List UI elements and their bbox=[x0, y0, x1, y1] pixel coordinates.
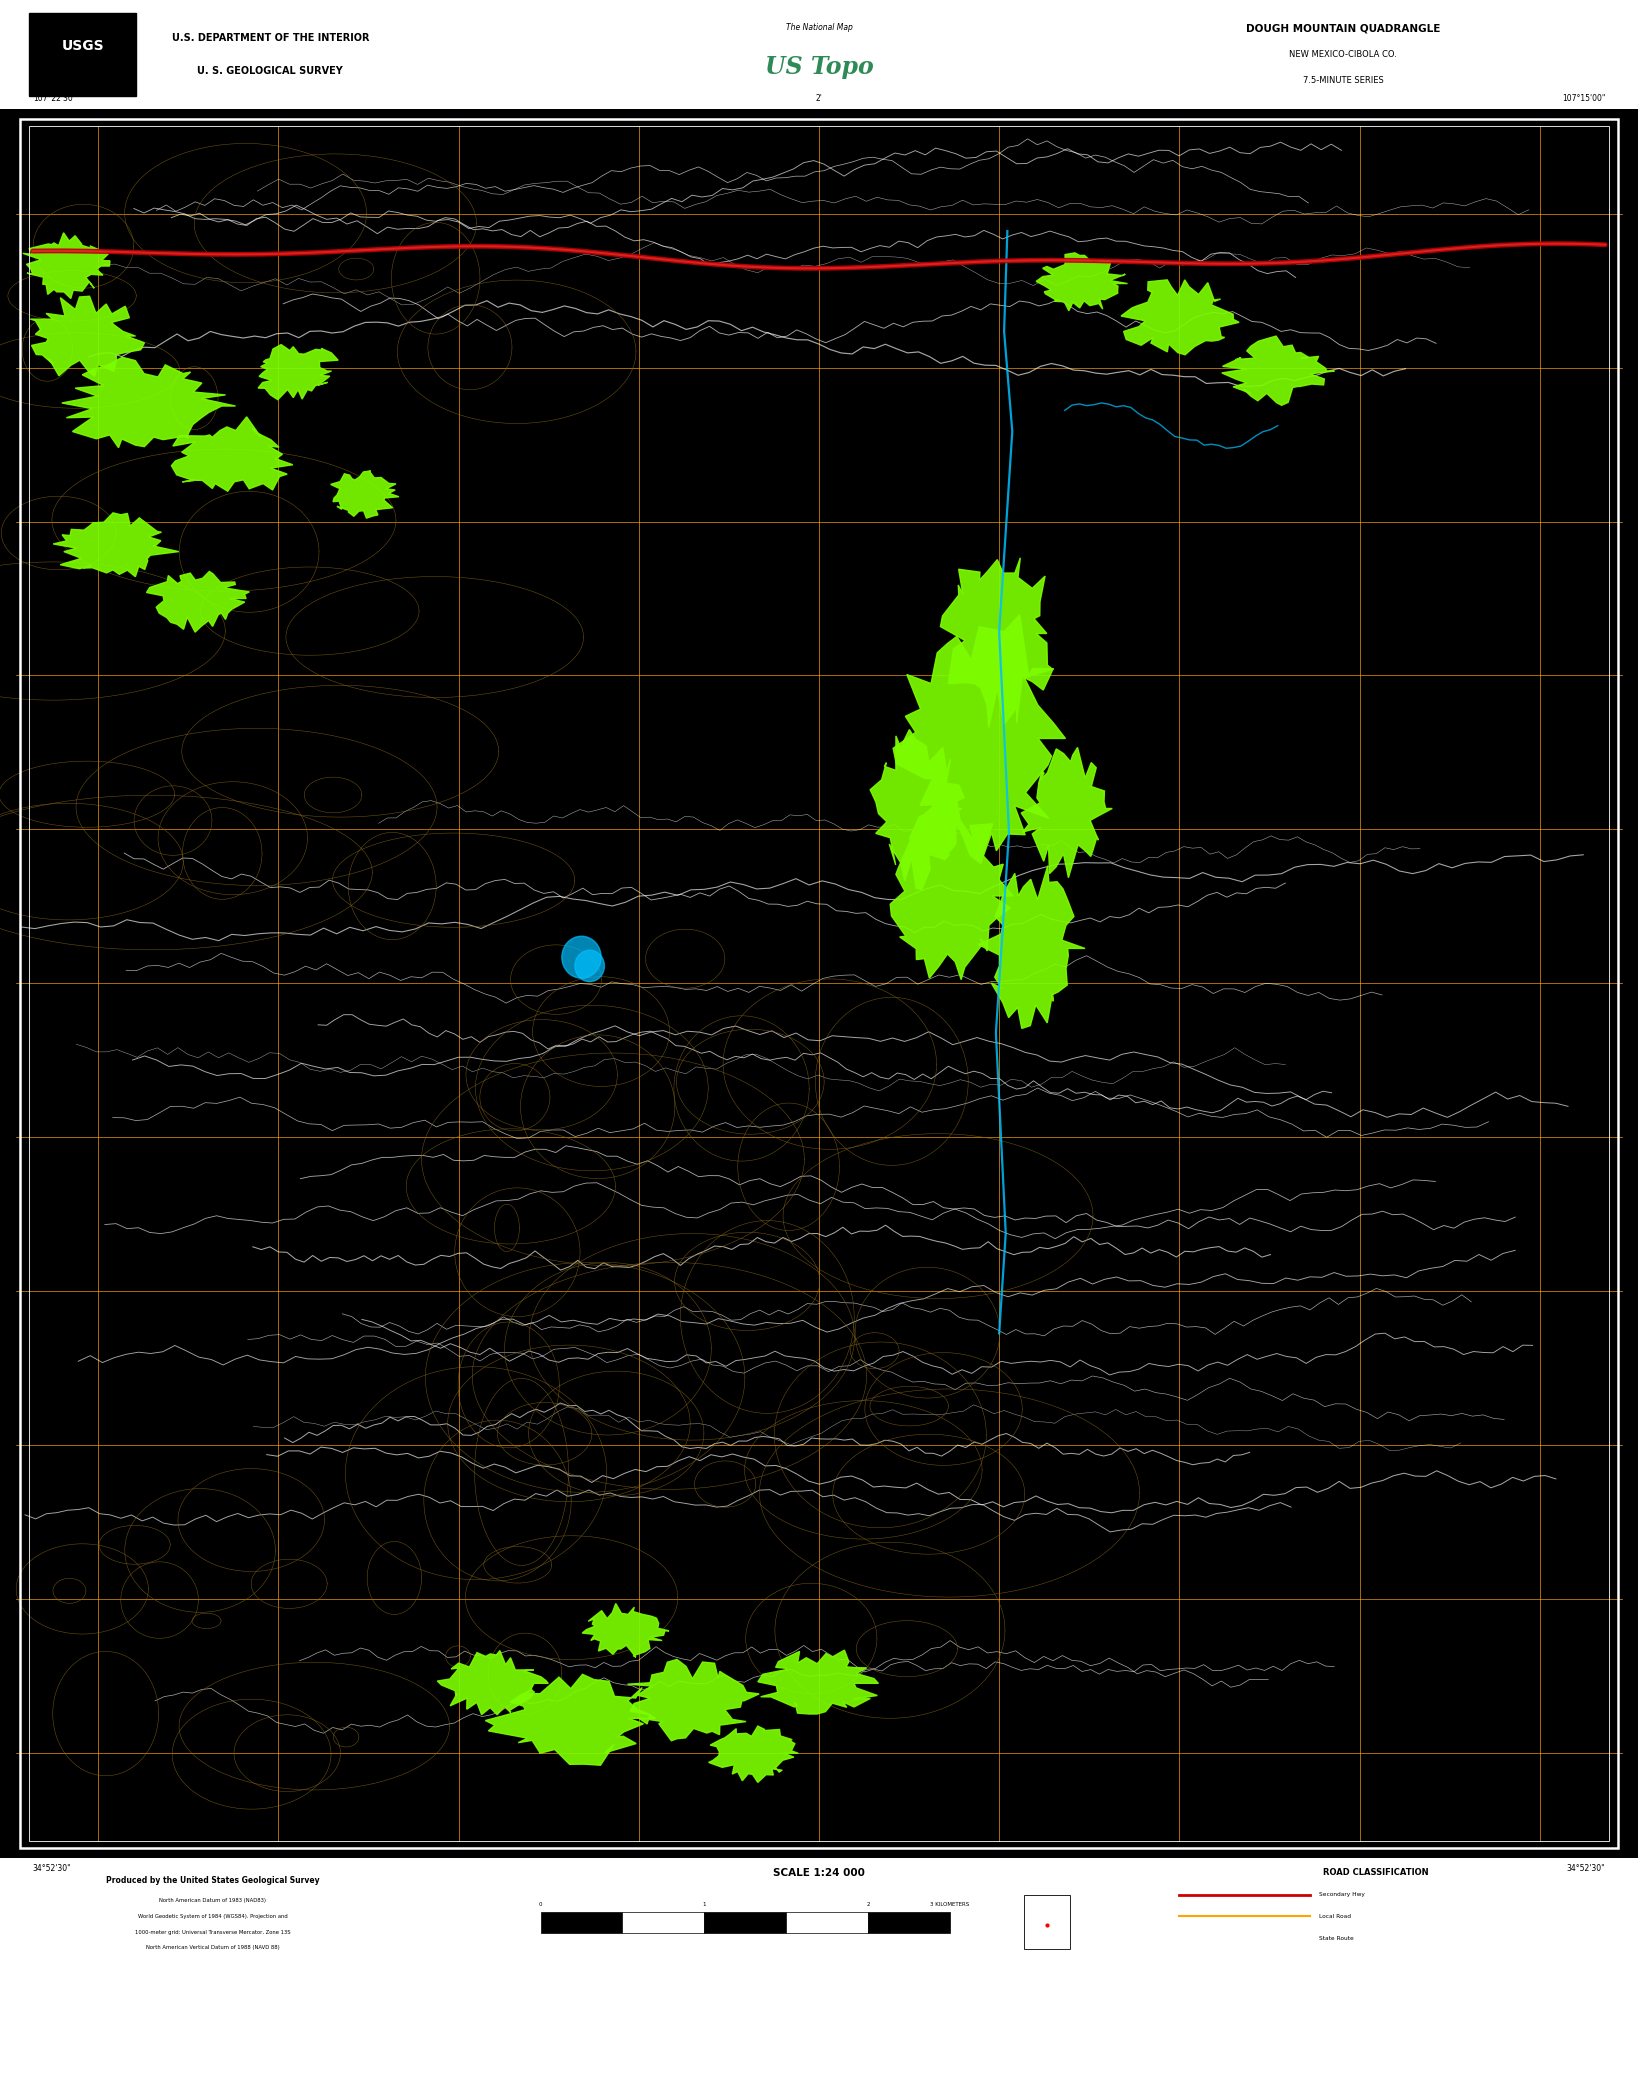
Text: Local Road: Local Road bbox=[1319, 1915, 1351, 1919]
Text: 1: 1 bbox=[703, 1902, 706, 1906]
Text: SCALE 1:24 000: SCALE 1:24 000 bbox=[773, 1869, 865, 1877]
Text: USGS: USGS bbox=[62, 38, 105, 52]
Text: 3 KILOMETERS: 3 KILOMETERS bbox=[930, 1902, 970, 1906]
Polygon shape bbox=[978, 867, 1084, 1029]
Bar bbox=[541, 1913, 622, 1933]
Circle shape bbox=[575, 950, 604, 981]
Text: 1000-meter grid: Universal Transverse Mercator, Zone 13S: 1000-meter grid: Universal Transverse Me… bbox=[134, 1929, 292, 1936]
Polygon shape bbox=[62, 357, 236, 447]
Text: U. S. GEOLOGICAL SURVEY: U. S. GEOLOGICAL SURVEY bbox=[198, 65, 342, 75]
Text: Secondary Hwy: Secondary Hwy bbox=[1319, 1892, 1364, 1898]
Text: World Geodetic System of 1984 (WGS84). Projection and: World Geodetic System of 1984 (WGS84). P… bbox=[138, 1915, 288, 1919]
Polygon shape bbox=[52, 514, 179, 576]
Bar bbox=[622, 1913, 704, 1933]
Polygon shape bbox=[758, 1650, 878, 1714]
Bar bbox=[786, 1913, 868, 1933]
Text: NEW MEXICO-CIBOLA CO.: NEW MEXICO-CIBOLA CO. bbox=[1289, 50, 1397, 58]
Text: US Topo: US Topo bbox=[765, 54, 873, 79]
Polygon shape bbox=[940, 557, 1053, 727]
FancyBboxPatch shape bbox=[29, 13, 136, 96]
Polygon shape bbox=[31, 296, 144, 376]
Text: The National Map: The National Map bbox=[786, 23, 852, 31]
Text: 107°22'30": 107°22'30" bbox=[33, 94, 75, 102]
Text: 2: 2 bbox=[867, 1902, 870, 1906]
Polygon shape bbox=[1020, 748, 1112, 877]
Text: Produced by the United States Geological Survey: Produced by the United States Geological… bbox=[106, 1875, 319, 1885]
Bar bbox=[704, 1913, 786, 1933]
Text: ROAD CLASSIFICATION: ROAD CLASSIFICATION bbox=[1324, 1869, 1428, 1877]
Polygon shape bbox=[1037, 253, 1127, 311]
Text: U.S. DEPARTMENT OF THE INTERIOR: U.S. DEPARTMENT OF THE INTERIOR bbox=[172, 33, 369, 44]
Polygon shape bbox=[627, 1660, 758, 1741]
Polygon shape bbox=[331, 472, 400, 518]
Polygon shape bbox=[437, 1652, 549, 1714]
Text: DOUGH MOUNTAIN QUADRANGLE: DOUGH MOUNTAIN QUADRANGLE bbox=[1247, 23, 1440, 33]
Circle shape bbox=[562, 935, 601, 977]
Text: science for a changing world: science for a changing world bbox=[49, 84, 118, 90]
Polygon shape bbox=[172, 418, 293, 491]
Text: North American Datum of 1983 (NAD83): North American Datum of 1983 (NAD83) bbox=[159, 1898, 267, 1902]
Bar bbox=[1024, 1894, 1070, 1950]
Polygon shape bbox=[1120, 280, 1238, 355]
Text: 34°52'30": 34°52'30" bbox=[1566, 1865, 1605, 1873]
Polygon shape bbox=[1222, 336, 1335, 405]
Text: 2': 2' bbox=[816, 94, 822, 102]
Polygon shape bbox=[259, 345, 337, 399]
Polygon shape bbox=[581, 1604, 668, 1658]
Text: 107°15'00": 107°15'00" bbox=[1563, 94, 1605, 102]
Polygon shape bbox=[485, 1675, 655, 1764]
Polygon shape bbox=[893, 614, 1065, 864]
Text: 0: 0 bbox=[539, 1902, 542, 1906]
Polygon shape bbox=[146, 572, 249, 633]
Text: 34°52'30": 34°52'30" bbox=[33, 1865, 72, 1873]
Polygon shape bbox=[23, 232, 110, 299]
Polygon shape bbox=[709, 1727, 798, 1783]
Bar bbox=[868, 1913, 950, 1933]
Polygon shape bbox=[889, 793, 1014, 979]
Polygon shape bbox=[870, 729, 965, 889]
Text: State Route: State Route bbox=[1319, 1936, 1353, 1940]
Text: North American Vertical Datum of 1988 (NAVD 88): North American Vertical Datum of 1988 (N… bbox=[146, 1946, 280, 1950]
Text: 7.5-MINUTE SERIES: 7.5-MINUTE SERIES bbox=[1302, 75, 1384, 86]
